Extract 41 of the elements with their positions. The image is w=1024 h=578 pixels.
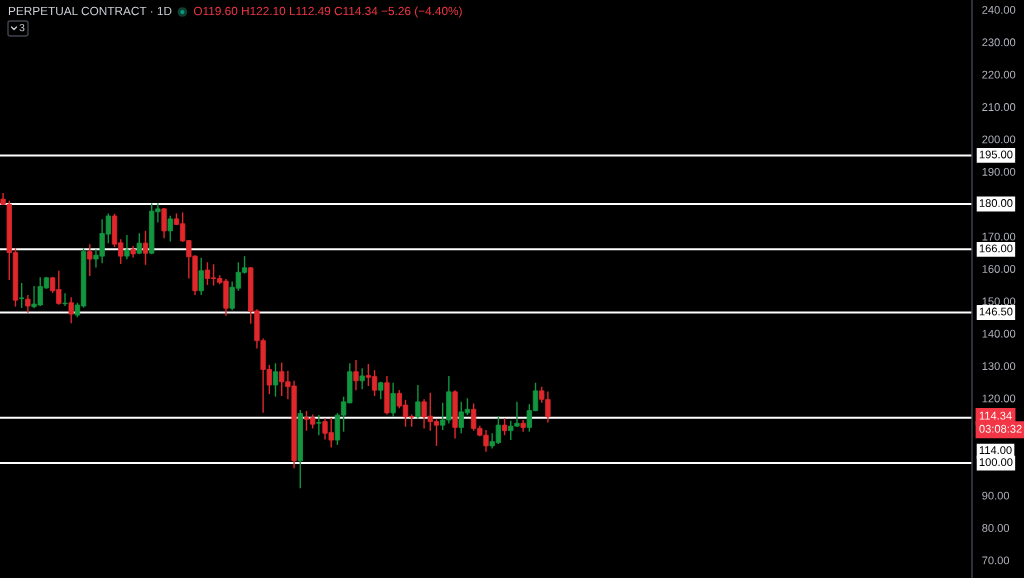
y-tick-label: 120.00 <box>982 394 1016 403</box>
annotation: O119.60 H122.10 L112.49 C114.34 −5.26 (−4.40%) <box>193 6 462 18</box>
candlestick <box>68 296 74 324</box>
ref-line-label: 100.00 <box>979 458 1013 467</box>
y-tick-label: 230.00 <box>982 38 1016 47</box>
y-tick-label: 170.00 <box>982 232 1016 241</box>
y-tick-label: 90.00 <box>982 491 1010 500</box>
candlestick <box>87 243 93 277</box>
y-tick-label: 80.00 <box>982 524 1010 532</box>
ref-line-label: 195.00 <box>979 150 1013 159</box>
candlestick <box>198 257 204 296</box>
y-tick-label: 160.00 <box>982 265 1016 273</box>
y-tick-label: 130.00 <box>982 362 1016 371</box>
candlestick <box>124 234 130 261</box>
y-tick-label: 70.00 <box>982 556 1010 565</box>
y-tick-label: 150.00 <box>982 297 1016 306</box>
candlestick <box>62 292 68 307</box>
text: 03:08:32 <box>979 424 1022 433</box>
candlestick <box>161 207 167 240</box>
candlestick <box>359 367 365 390</box>
candlestick <box>142 230 149 266</box>
candlestick <box>390 382 396 418</box>
chart-title: PERPETUAL CONTRACT · 1D <box>8 6 172 16</box>
ref-line-label: 114.00 <box>979 446 1012 455</box>
candlestick <box>272 362 279 398</box>
candlestick <box>316 414 322 436</box>
ref-line-label: 180.00 <box>979 199 1013 207</box>
candlestick <box>353 359 359 391</box>
y-tick-label: 240.00 <box>982 5 1016 14</box>
candlestick <box>415 384 421 420</box>
y-tick-label: 140.00 <box>982 329 1016 338</box>
y-tick-label: 220.00 <box>982 70 1016 79</box>
text: 114.34 <box>979 411 1012 420</box>
ref-line-label: 166.00 <box>979 244 1013 253</box>
annotation: 3 <box>19 23 25 32</box>
candlestick <box>19 282 25 309</box>
y-tick-label: 210.00 <box>982 103 1016 111</box>
candlestick <box>167 214 173 243</box>
y-tick-label: 190.00 <box>982 167 1016 176</box>
ref-line-label: 146.50 <box>979 307 1013 316</box>
y-tick-label: 200.00 <box>982 135 1016 144</box>
